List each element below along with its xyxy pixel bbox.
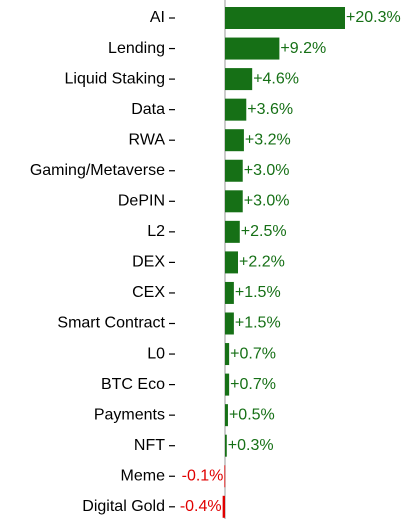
category-label: Data [131,101,165,118]
value-label: +2.5% [241,223,287,240]
bar [225,190,243,213]
category-label: RWA [129,131,166,148]
category-label: L2 [147,223,165,240]
category-label: BTC Eco [101,376,165,393]
value-label: +3.2% [245,131,291,148]
bar [225,98,247,121]
value-label: -0.1% [182,467,224,484]
value-label: +4.6% [253,70,299,87]
value-label: +0.3% [228,437,274,454]
value-label: +3.0% [244,193,290,210]
value-label: +0.7% [230,345,276,362]
bar [225,37,280,60]
bar [225,251,239,274]
bar [225,281,234,304]
bar [225,220,240,243]
category-label: DePIN [118,193,165,210]
value-label: +0.7% [230,376,276,393]
bar [225,7,345,29]
bar [225,343,230,366]
bar [225,68,253,91]
value-label: +0.5% [229,406,275,423]
value-label: +3.6% [247,101,293,118]
category-label: Digital Gold [82,498,165,515]
value-label: -0.4% [180,498,222,515]
value-label: +3.0% [244,162,290,179]
value-label: +9.2% [280,40,326,57]
bar [222,495,225,518]
bar [225,129,244,152]
category-label: Smart Contract [57,315,165,332]
bar [225,159,243,182]
category-label: AI [150,9,165,26]
bar [225,373,230,396]
category-label: NFT [134,437,165,454]
value-label: +1.5% [235,284,281,301]
category-label: CEX [132,284,165,301]
category-label: Liquid Staking [64,70,165,87]
category-label: Payments [94,406,165,423]
category-label: Lending [108,40,165,57]
category-label: DEX [132,254,165,271]
category-label: Gaming/Metaverse [30,162,165,179]
category-label: Meme [121,467,166,484]
value-label: +1.5% [235,315,281,332]
bar [224,465,226,488]
bar [225,312,234,335]
bar [225,434,227,457]
category-label: L0 [147,345,165,362]
value-label: +20.3% [346,9,401,26]
value-label: +2.2% [239,254,285,271]
bar [225,404,228,427]
